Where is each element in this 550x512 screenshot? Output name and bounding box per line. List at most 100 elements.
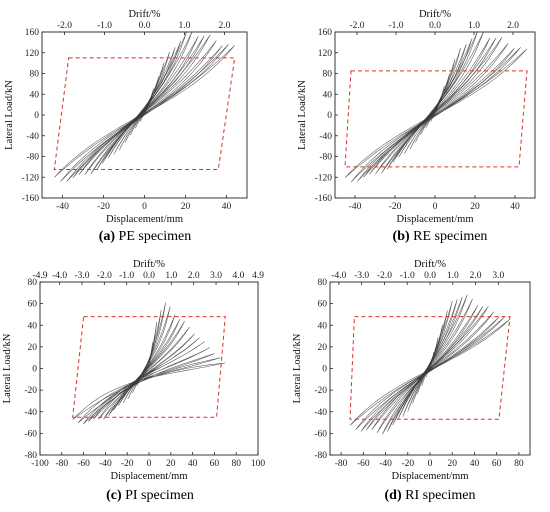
hysteresis-loop bbox=[122, 314, 176, 404]
y-tick-label: 0 bbox=[322, 365, 327, 375]
hysteresis-loops bbox=[344, 32, 528, 183]
hysteresis-loop bbox=[132, 302, 166, 394]
hysteresis-loop bbox=[108, 326, 190, 417]
x-tick-label: -40 bbox=[349, 202, 362, 212]
y-tick-label: -40 bbox=[314, 408, 327, 418]
hysteresis-loop bbox=[77, 357, 221, 424]
top-tick-label: -1.0 bbox=[97, 21, 112, 31]
chart-panel-d: -80 -60 -40 -20 0 20 40 60 80 -80 -60 -40 -20 0 20 40 60… bbox=[292, 259, 531, 503]
hysteresis-loops bbox=[54, 32, 235, 182]
x-tick-label: -20 bbox=[401, 459, 414, 469]
top-tick-label: -1.0 bbox=[388, 21, 403, 31]
top-tick-label: 1.0 bbox=[447, 271, 459, 281]
hysteresis-loop bbox=[88, 347, 210, 422]
x-tick-label: -40 bbox=[379, 459, 392, 469]
y-tick-label: -160 bbox=[315, 194, 333, 204]
x-tick-label: 80 bbox=[231, 459, 241, 469]
top-axis-label: Drift/% bbox=[414, 259, 446, 270]
top-tick-label: 3.0 bbox=[492, 271, 504, 281]
top-tick-label: 2.0 bbox=[470, 271, 482, 281]
y-tick-label: 60 bbox=[28, 300, 38, 310]
x-axis-label: Displacement/mm bbox=[106, 214, 183, 225]
y-tick-label: -60 bbox=[24, 429, 37, 439]
y-tick-label: 0 bbox=[327, 111, 332, 121]
top-tick-label: 2.0 bbox=[507, 21, 519, 31]
top-tick-label: 0.0 bbox=[429, 21, 441, 31]
y-tick-label: 80 bbox=[28, 278, 38, 288]
x-tick-label: -20 bbox=[121, 459, 134, 469]
x-tick-label: 20 bbox=[447, 459, 457, 469]
x-tick-label: 0 bbox=[147, 459, 152, 469]
x-tick-label: 80 bbox=[514, 459, 524, 469]
top-tick-label: -3.0 bbox=[354, 271, 369, 281]
x-tick-label: -20 bbox=[389, 202, 402, 212]
hysteresis-loop bbox=[421, 337, 439, 386]
hysteresis-loop bbox=[376, 306, 484, 433]
y-tick-label: 40 bbox=[30, 90, 40, 100]
y-axis-label: Lateral Load/kN bbox=[4, 80, 15, 150]
x-tick-label: -40 bbox=[99, 459, 112, 469]
x-tick-label: -20 bbox=[97, 202, 110, 212]
y-tick-label: 160 bbox=[318, 28, 333, 38]
hysteresis-loop bbox=[54, 45, 235, 178]
hysteresis-loop bbox=[127, 306, 171, 400]
y-tick-label: 0 bbox=[32, 365, 37, 375]
y-axis-label: Lateral Load/kN bbox=[292, 333, 303, 403]
chart-panel-a: -40 -20 0 20 40 -160 -120 -80 -40 0 40 80 120 160 -2.0… bbox=[4, 9, 248, 244]
y-axis-label: Lateral Load/kN bbox=[2, 333, 13, 403]
envelope-dashed-box bbox=[344, 70, 528, 168]
top-tick-label: -3.0 bbox=[74, 271, 89, 281]
hysteresis-loop bbox=[349, 318, 511, 426]
y-tick-label: 40 bbox=[323, 90, 333, 100]
hysteresis-loop bbox=[72, 362, 226, 420]
top-tick-label: -2.0 bbox=[57, 21, 72, 31]
hysteresis-loop bbox=[119, 51, 170, 151]
top-tick-label: -4.9 bbox=[32, 271, 47, 281]
y-tick-label: 120 bbox=[25, 49, 40, 59]
hysteresis-loop bbox=[409, 47, 461, 150]
x-axis-label: Displacement/mm bbox=[392, 471, 469, 482]
top-tick-label: 3.0 bbox=[210, 271, 222, 281]
x-tick-label: 60 bbox=[210, 459, 220, 469]
top-tick-label: -2.0 bbox=[349, 21, 364, 31]
y-axis-label: Lateral Load/kN bbox=[297, 80, 308, 150]
caption-letter: (a) bbox=[99, 229, 116, 244]
hysteresis-loop bbox=[72, 40, 217, 179]
x-tick-label: 20 bbox=[181, 202, 191, 212]
hysteresis-loop bbox=[93, 341, 205, 420]
y-tick-label: -80 bbox=[26, 153, 39, 163]
x-tick-label: 0 bbox=[428, 459, 433, 469]
caption-text: RE specimen bbox=[410, 229, 488, 244]
hysteresis-loop bbox=[118, 318, 180, 407]
y-tick-label: 160 bbox=[25, 28, 40, 38]
hysteresis-loop bbox=[355, 316, 505, 430]
top-axis-label: Drift/% bbox=[128, 9, 160, 20]
hysteresis-loop bbox=[82, 353, 216, 425]
caption-text: PI specimen bbox=[122, 488, 194, 503]
x-tick-label: 40 bbox=[470, 459, 480, 469]
hysteresis-loop bbox=[90, 36, 199, 175]
top-tick-label: -1.0 bbox=[400, 271, 415, 281]
caption-letter: (c) bbox=[106, 488, 122, 503]
top-tick-label: -2.0 bbox=[377, 271, 392, 281]
y-tick-label: -40 bbox=[24, 408, 37, 418]
y-tick-label: -120 bbox=[315, 173, 333, 183]
y-tick-label: -20 bbox=[24, 386, 37, 396]
hysteresis-loop bbox=[98, 337, 200, 420]
hysteresis-loop bbox=[350, 47, 521, 183]
top-axis-label: Drift/% bbox=[419, 9, 451, 20]
hysteresis-loop bbox=[113, 320, 185, 411]
hysteresis-loop bbox=[78, 34, 211, 175]
y-tick-label: 60 bbox=[318, 300, 328, 310]
hysteresis-loop bbox=[84, 35, 205, 175]
envelope-dashed-box bbox=[349, 316, 511, 420]
x-tick-label: 0 bbox=[142, 202, 147, 212]
caption-letter: (b) bbox=[393, 229, 410, 244]
top-axis-label: Drift/% bbox=[133, 259, 165, 270]
x-tick-label: 40 bbox=[222, 202, 232, 212]
hysteresis-loop bbox=[366, 311, 494, 431]
x-tick-label: -80 bbox=[55, 459, 68, 469]
y-tick-label: 120 bbox=[318, 49, 333, 59]
top-tick-label: 1.0 bbox=[165, 271, 177, 281]
